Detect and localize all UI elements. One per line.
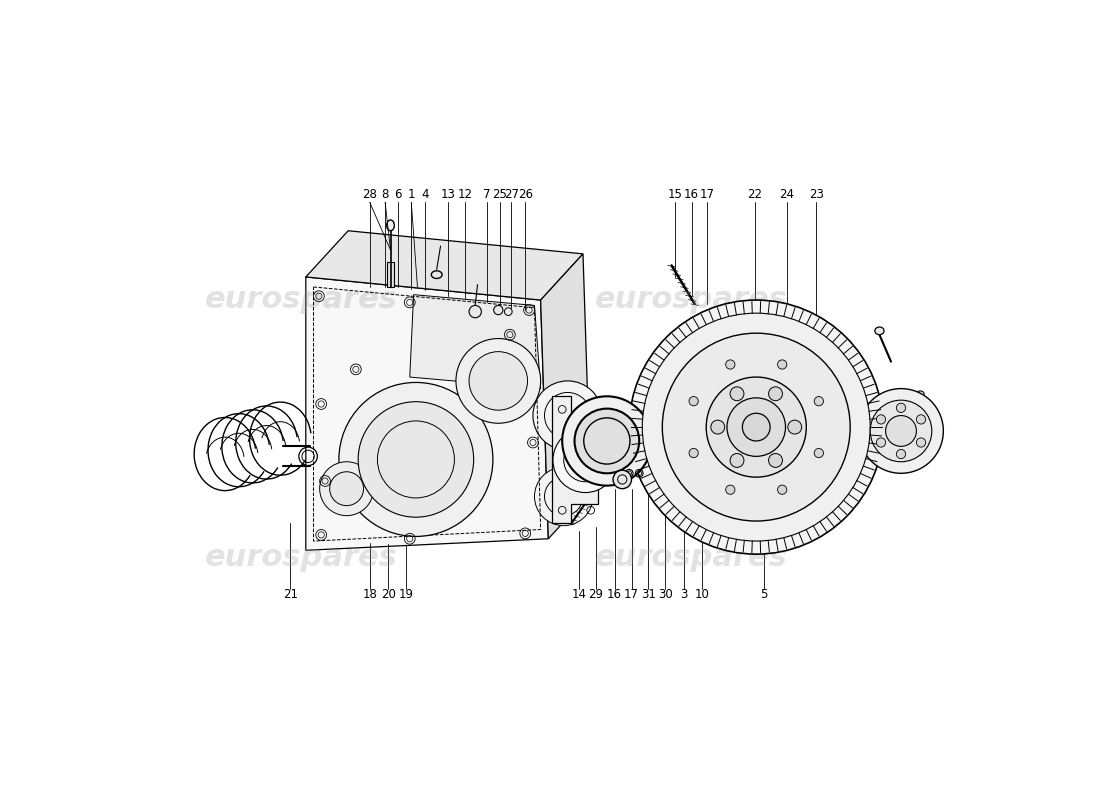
Circle shape bbox=[320, 462, 374, 516]
Circle shape bbox=[778, 360, 786, 369]
Text: eurospares: eurospares bbox=[594, 543, 788, 573]
Circle shape bbox=[896, 403, 905, 413]
Text: 8: 8 bbox=[382, 188, 388, 201]
Circle shape bbox=[505, 308, 513, 315]
Circle shape bbox=[534, 381, 603, 450]
Text: 29: 29 bbox=[588, 589, 604, 602]
Circle shape bbox=[535, 467, 593, 526]
Text: 15: 15 bbox=[668, 188, 682, 201]
Polygon shape bbox=[387, 262, 395, 287]
Circle shape bbox=[870, 400, 932, 462]
Text: eurospares: eurospares bbox=[205, 543, 397, 573]
Circle shape bbox=[711, 420, 725, 434]
Circle shape bbox=[916, 438, 925, 447]
Text: 11: 11 bbox=[597, 440, 613, 453]
Circle shape bbox=[814, 449, 824, 458]
Circle shape bbox=[727, 398, 785, 456]
Text: 23: 23 bbox=[808, 188, 824, 201]
Text: 14: 14 bbox=[572, 589, 586, 602]
Circle shape bbox=[689, 397, 698, 406]
Circle shape bbox=[613, 470, 631, 489]
Circle shape bbox=[778, 485, 786, 494]
Circle shape bbox=[886, 415, 916, 446]
Circle shape bbox=[553, 428, 618, 493]
Ellipse shape bbox=[431, 270, 442, 278]
Circle shape bbox=[769, 387, 782, 401]
Text: 7: 7 bbox=[483, 188, 491, 201]
Circle shape bbox=[359, 402, 474, 517]
Text: 31: 31 bbox=[641, 589, 656, 602]
Polygon shape bbox=[306, 230, 583, 300]
Text: 28: 28 bbox=[362, 188, 377, 201]
Circle shape bbox=[726, 360, 735, 369]
Text: 4: 4 bbox=[421, 188, 429, 201]
Text: 21: 21 bbox=[283, 589, 298, 602]
Text: 9: 9 bbox=[628, 440, 636, 453]
Polygon shape bbox=[306, 277, 548, 550]
Circle shape bbox=[730, 387, 744, 401]
Circle shape bbox=[562, 396, 651, 486]
Text: eurospares: eurospares bbox=[594, 285, 788, 314]
Circle shape bbox=[877, 438, 886, 447]
Text: 6: 6 bbox=[395, 188, 402, 201]
Text: 24: 24 bbox=[780, 188, 794, 201]
Circle shape bbox=[877, 414, 886, 424]
Text: 27: 27 bbox=[504, 188, 519, 201]
Polygon shape bbox=[662, 452, 670, 462]
Polygon shape bbox=[552, 396, 598, 523]
Circle shape bbox=[742, 414, 770, 441]
Circle shape bbox=[469, 306, 482, 318]
Circle shape bbox=[662, 333, 850, 521]
Circle shape bbox=[330, 472, 363, 506]
Circle shape bbox=[859, 389, 944, 474]
Text: 5: 5 bbox=[760, 589, 768, 602]
Text: 13: 13 bbox=[441, 188, 455, 201]
Circle shape bbox=[494, 306, 503, 314]
Text: 1: 1 bbox=[407, 188, 415, 201]
Circle shape bbox=[769, 454, 782, 467]
Circle shape bbox=[788, 420, 802, 434]
Text: 18: 18 bbox=[362, 589, 377, 602]
Circle shape bbox=[726, 485, 735, 494]
Text: 17: 17 bbox=[624, 589, 639, 602]
Circle shape bbox=[574, 409, 639, 474]
Text: 30: 30 bbox=[658, 589, 673, 602]
Text: 22: 22 bbox=[747, 188, 762, 201]
Circle shape bbox=[455, 338, 541, 423]
Text: 12: 12 bbox=[458, 188, 473, 201]
Text: 10: 10 bbox=[695, 589, 710, 602]
Circle shape bbox=[814, 397, 824, 406]
Circle shape bbox=[730, 454, 744, 467]
Text: 17: 17 bbox=[700, 188, 715, 201]
Ellipse shape bbox=[387, 220, 395, 230]
Ellipse shape bbox=[916, 391, 924, 397]
Circle shape bbox=[896, 450, 905, 458]
Circle shape bbox=[469, 352, 528, 410]
Text: eurospares: eurospares bbox=[205, 285, 397, 314]
Polygon shape bbox=[409, 294, 541, 389]
Ellipse shape bbox=[874, 327, 884, 334]
Text: 3: 3 bbox=[680, 589, 688, 602]
Polygon shape bbox=[541, 254, 591, 538]
Text: 20: 20 bbox=[381, 589, 396, 602]
Circle shape bbox=[916, 414, 925, 424]
Text: 2: 2 bbox=[575, 440, 583, 453]
Text: 25: 25 bbox=[493, 188, 507, 201]
Circle shape bbox=[339, 382, 493, 537]
Circle shape bbox=[689, 449, 698, 458]
Circle shape bbox=[706, 377, 806, 477]
Text: 16: 16 bbox=[684, 188, 700, 201]
Circle shape bbox=[629, 300, 883, 554]
Circle shape bbox=[642, 313, 870, 541]
Text: 19: 19 bbox=[398, 589, 414, 602]
Text: 16: 16 bbox=[607, 589, 623, 602]
Text: 26: 26 bbox=[518, 188, 532, 201]
